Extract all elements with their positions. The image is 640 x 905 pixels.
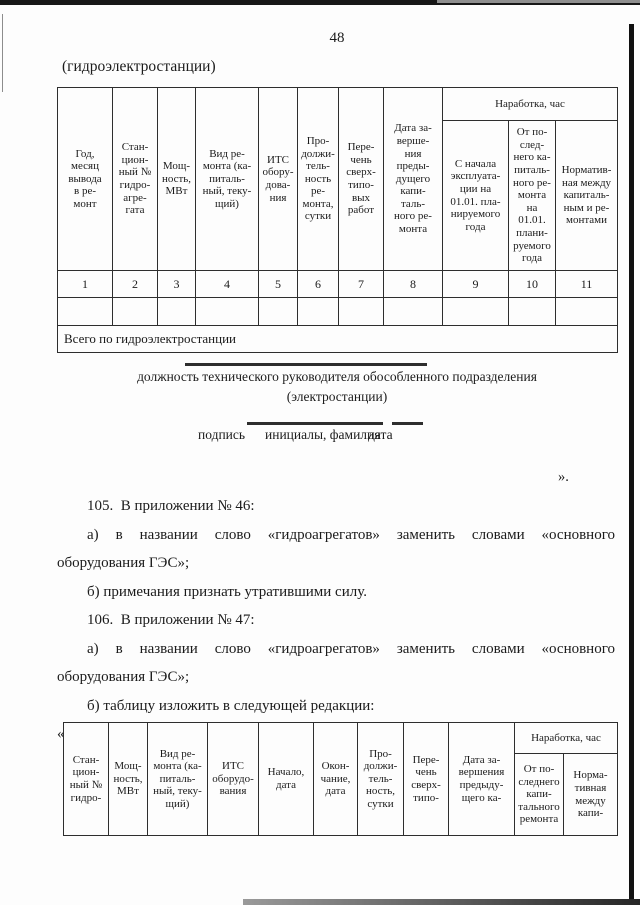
- signature-name-line: [247, 422, 383, 425]
- signature-date-line: [392, 422, 423, 425]
- t2-header-repair-type: Вид ре- монта (ка- питаль- ный, теку- щи…: [147, 722, 208, 836]
- signature-position-line: [185, 363, 427, 366]
- t1-col-num: 2: [112, 270, 158, 298]
- t1-col-num: 10: [508, 270, 556, 298]
- t1-total-row: Всего по гидроэлектростанции: [57, 325, 618, 353]
- t1-group-header-operating-hours: Наработка, час: [442, 87, 618, 121]
- t2-header-unit-number: Стан- цион- ный № гидро-: [63, 722, 109, 836]
- scan-artifact-bottom: [243, 899, 640, 905]
- t1-header-since-start: С начала эксплуата- ции на 01.01. пла- н…: [442, 120, 509, 271]
- t1-col-num: 5: [258, 270, 298, 298]
- t1-header-its: ИТС обору- дова- ния: [258, 87, 298, 271]
- t1-empty-data-row: [57, 297, 618, 326]
- t2-header-normative: Норма- тивная между капи-: [562, 753, 619, 836]
- t1-col-num: 6: [297, 270, 339, 298]
- paragraph-106: 106. В приложении № 47:: [87, 612, 255, 628]
- new-edition-table: Стан- цион- ный № гидро- Мощ- ность, МВт…: [63, 722, 619, 836]
- t1-header-year-month: Год, месяц вывода в ре- монт: [57, 87, 113, 271]
- t1-col-num: 7: [338, 270, 384, 298]
- t1-column-numbers-row: 1 2 3 4 5 6 7 8 9 10 11: [57, 270, 618, 298]
- body-text: 105. В приложении № 46: а) в названии сл…: [57, 492, 615, 749]
- t2-header-extra-works: Пере- чень сверх- типо-: [403, 722, 449, 836]
- t1-header-normative: Норматив- ная между капиталь- ным и ре- …: [555, 120, 618, 271]
- scan-artifact-right: [629, 24, 634, 905]
- t1-header-power: Мощ- ность, МВт: [157, 87, 196, 271]
- t1-col-num: 1: [57, 270, 113, 298]
- paragraph-105a-line1: а) в названии слово «гидроагрегатов» зам…: [87, 526, 615, 543]
- t1-header-unit-number: Стан- цион- ный № гидро- агре- гата: [112, 87, 158, 271]
- t1-header-extra-works: Пере- чень сверх- типо- вых работ: [338, 87, 384, 271]
- scan-artifact-top: [0, 0, 640, 5]
- t2-group-header-operating-hours: Наработка, час: [513, 722, 619, 754]
- signature-label-name: инициалы, фамилия: [265, 427, 381, 442]
- scan-artifact-top-light: [437, 0, 640, 3]
- t1-col-num: 11: [555, 270, 618, 298]
- paragraph-106a-line2: оборудования ГЭС»;: [57, 669, 190, 685]
- paragraph-105a-line2: оборудования ГЭС»;: [57, 555, 190, 571]
- t1-header-duration: Про- должи- тель- ность ре- монта, сутки: [297, 87, 339, 271]
- signature-caption-2: (электростанции): [286, 389, 388, 404]
- t1-header-repair-type: Вид ре- монта (ка- питаль- ный, теку- щи…: [195, 87, 259, 271]
- t2-header-duration: Про- должи- тель- ность, сутки: [357, 722, 404, 836]
- opening-quote-mark: «: [57, 726, 65, 742]
- paragraph-105b: б) примечания признать утратившими силу.: [87, 583, 367, 600]
- t1-col-num: 8: [383, 270, 443, 298]
- paragraph-105: 105. В приложении № 46:: [87, 498, 255, 514]
- t2-header-its: ИТС оборудо- вания: [207, 722, 259, 836]
- t2-header-start-date: Начало, дата: [258, 722, 314, 836]
- t1-col-num: 3: [157, 270, 196, 298]
- paragraph-106a-line1: а) в названии слово «гидроагрегатов» зам…: [87, 640, 615, 657]
- signature-label-sign: подпись: [198, 427, 246, 442]
- t2-header-power: Мощ- ность, МВт: [108, 722, 148, 836]
- scan-artifact-left: [2, 14, 3, 92]
- t2-header-prev-repair-date: Дата за- вершения предыду- щего ка-: [448, 722, 515, 836]
- page-number: 48: [329, 30, 345, 46]
- t2-header-end-date: Окон- чание, дата: [313, 722, 358, 836]
- section-subtitle: (гидроэлектростанции): [62, 58, 216, 75]
- t1-header-since-last-overhaul: От по- след- него ка- питаль- ного ре- м…: [508, 120, 556, 271]
- t1-header-prev-repair-date: Дата за- верше- ния преды- дущего капи- …: [383, 87, 443, 271]
- t1-col-num: 9: [442, 270, 509, 298]
- repair-plan-table: Год, месяц вывода в ре- монт Стан- цион-…: [57, 87, 618, 353]
- signature-caption: должность технического руководителя обос…: [137, 369, 537, 384]
- closing-quote-mark: ».: [558, 469, 569, 485]
- signature-label-date: дата: [368, 427, 393, 442]
- t1-col-num: 4: [195, 270, 259, 298]
- t2-header-since-last-overhaul: От по- следнего капи- тального ремонта: [514, 753, 564, 836]
- paragraph-106b: б) таблицу изложить в следующей редакции…: [87, 697, 375, 714]
